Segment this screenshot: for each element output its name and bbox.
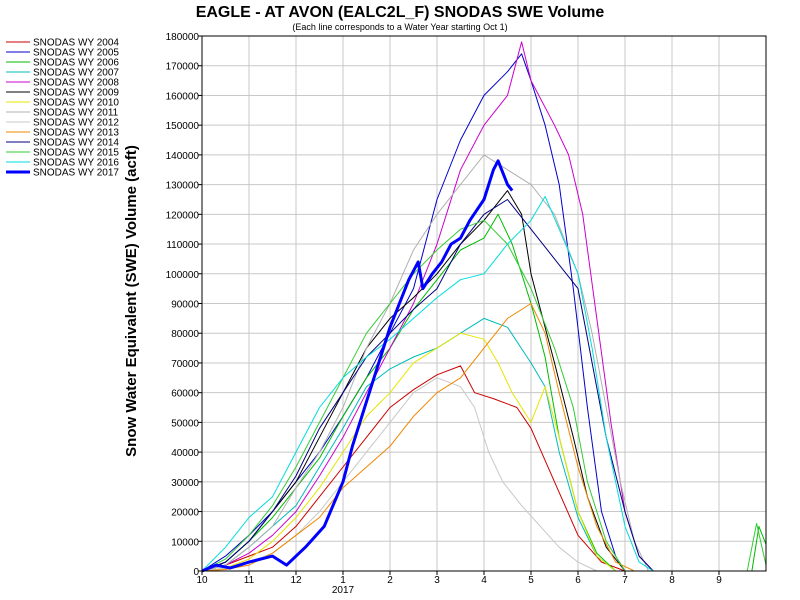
y-tick-label: 40000 [171, 448, 199, 459]
y-axis-label: Snow Water Equivalent (SWE) Volume (acft… [123, 145, 140, 457]
legend-label: SNODAS WY 2008 [33, 78, 119, 89]
y-tick-label: 0 [193, 567, 199, 578]
x-tick-label: 8 [669, 575, 675, 586]
y-tick-label: 100000 [166, 270, 200, 281]
series-line-14 [201, 159, 514, 573]
chart-title: EAGLE - AT AVON (EALC2L_F) SNODAS SWE Vo… [196, 4, 605, 21]
series-line-3 [201, 213, 767, 572]
x-tick-label: 9 [716, 575, 722, 586]
y-tick-label: 10000 [171, 537, 199, 548]
x-tick-label: 5 [528, 575, 534, 586]
y-tick-label: 20000 [171, 508, 199, 519]
x-tick-label: 7 [622, 575, 628, 586]
x-tick-label: 11 [244, 575, 255, 586]
x-tick-label: 2 [387, 575, 393, 586]
series-lines [201, 41, 767, 573]
y-tick-label: 150000 [166, 121, 200, 132]
y-tick-label: 30000 [171, 478, 199, 489]
y-tick-label: 170000 [166, 62, 200, 73]
legend-label: SNODAS WY 2014 [33, 138, 119, 149]
y-tick-label: 110000 [166, 240, 199, 251]
y-tick-label: 60000 [171, 389, 199, 400]
series-line-6 [201, 190, 766, 572]
legend-label: SNODAS WY 2006 [33, 58, 119, 69]
legend-label: SNODAS WY 2012 [33, 118, 119, 129]
series-line-11 [201, 199, 766, 572]
x-tick-label: 6 [575, 575, 581, 586]
x-tick-label: 3 [434, 575, 440, 586]
series-line-13 [201, 196, 766, 572]
y-tick-label: 180000 [166, 32, 200, 43]
legend-label: SNODAS WY 2016 [33, 158, 119, 169]
legend-label: SNODAS WY 2015 [33, 148, 119, 159]
legend-label: SNODAS WY 2007 [33, 68, 119, 79]
x-tick-label: 1 [340, 575, 346, 586]
legend-label: SNODAS WY 2009 [33, 88, 119, 99]
series-line-12 [201, 219, 767, 572]
legend-label: SNODAS WY 2013 [33, 128, 119, 139]
y-tick-label: 130000 [166, 181, 200, 192]
legend-label: SNODAS WY 2017 [33, 168, 119, 179]
series-line-1 [201, 365, 766, 572]
series-line-5 [201, 41, 766, 572]
legend-label: SNODAS WY 2010 [33, 98, 119, 109]
legend-label: SNODAS WY 2005 [33, 48, 119, 59]
y-tick-label: 70000 [171, 359, 199, 370]
chart-subtitle: (Each line corresponds to a Water Year s… [292, 22, 507, 32]
legend-label: SNODAS WY 2004 [33, 38, 119, 49]
x-tick-label: 12 [290, 575, 302, 586]
y-tick-label: 50000 [171, 418, 199, 429]
y-tick-label: 160000 [166, 91, 200, 102]
series-line-8 [201, 154, 766, 572]
legend-label: SNODAS WY 2011 [33, 108, 119, 119]
x-year-label: 2017 [332, 585, 355, 596]
series-line-7 [201, 332, 766, 572]
y-tick-labels: 0 10000 20000 30000 40000 50000 60000 70000 8000… [166, 32, 202, 578]
x-tick-labels: 10 11 12 1 2 3 4 5 6 7 8 9 [196, 571, 722, 586]
y-tick-label: 90000 [171, 300, 199, 311]
y-tick-label: 120000 [166, 210, 200, 221]
series-line-10 [201, 303, 766, 572]
x-tick-label: 4 [481, 575, 487, 586]
y-tick-label: 140000 [166, 151, 200, 162]
x-tick-label: 10 [196, 575, 208, 586]
y-tick-label: 80000 [171, 329, 199, 340]
